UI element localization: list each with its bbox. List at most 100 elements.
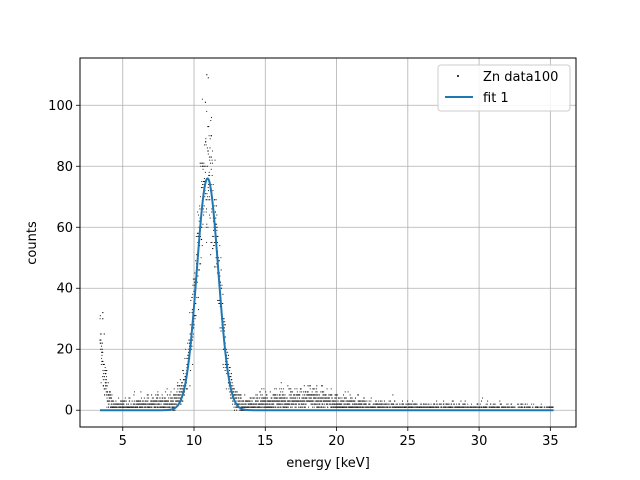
- data-point: [315, 397, 317, 399]
- data-point: [217, 299, 219, 301]
- data-point: [164, 397, 166, 399]
- data-point: [424, 403, 426, 405]
- data-point: [106, 385, 108, 387]
- data-point: [279, 388, 281, 390]
- data-point: [291, 397, 294, 399]
- data-point: [100, 333, 102, 335]
- data-point: [343, 400, 345, 402]
- data-point: [263, 403, 265, 405]
- data-point: [363, 406, 365, 408]
- data-point: [231, 385, 233, 387]
- data-point: [193, 333, 195, 335]
- data-point: [154, 403, 156, 405]
- data-point: [254, 403, 256, 405]
- data-point: [359, 400, 361, 402]
- data-point: [105, 376, 107, 378]
- data-point: [306, 397, 308, 399]
- data-point: [526, 403, 528, 405]
- data-point: [331, 406, 333, 408]
- data-point: [301, 397, 303, 399]
- data-point: [202, 223, 204, 225]
- data-point: [227, 351, 229, 353]
- data-point: [237, 394, 240, 396]
- data-point: [197, 211, 199, 213]
- data-point: [452, 400, 454, 402]
- data-point: [296, 391, 298, 393]
- data-point: [291, 406, 293, 408]
- data-point: [464, 400, 466, 402]
- data-point: [157, 406, 159, 408]
- data-point: [552, 406, 554, 408]
- data-point: [145, 400, 147, 402]
- data-point: [266, 394, 268, 396]
- data-point: [485, 403, 487, 405]
- y-tick-label: 100: [48, 99, 73, 114]
- data-point: [271, 406, 273, 408]
- data-point: [312, 400, 314, 402]
- data-point: [103, 373, 105, 375]
- data-point: [175, 394, 177, 396]
- data-point: [142, 400, 144, 402]
- data-point: [235, 406, 237, 408]
- data-point: [321, 385, 323, 387]
- data-point: [99, 315, 101, 317]
- data-point: [233, 406, 235, 408]
- data-point: [272, 394, 274, 396]
- data-point: [392, 394, 394, 396]
- data-point: [315, 388, 318, 390]
- data-point: [107, 394, 110, 396]
- data-point: [205, 144, 207, 146]
- data-point: [207, 196, 209, 198]
- data-point: [202, 208, 204, 210]
- data-point: [403, 403, 405, 405]
- data-point: [384, 403, 386, 405]
- data-point: [308, 397, 310, 399]
- data-point: [209, 217, 211, 219]
- data-point: [266, 397, 269, 399]
- data-point: [367, 406, 369, 408]
- data-point: [206, 241, 208, 244]
- data-point: [200, 165, 202, 167]
- data-point: [191, 339, 194, 341]
- data-point: [203, 177, 205, 180]
- data-point: [477, 406, 479, 408]
- data-point: [224, 330, 226, 332]
- data-point: [354, 400, 356, 402]
- data-point: [182, 400, 184, 402]
- data-point: [434, 403, 436, 405]
- data-point: [282, 391, 284, 393]
- data-point: [322, 406, 324, 408]
- data-point: [234, 391, 236, 393]
- data-point: [229, 394, 231, 396]
- data-point: [110, 397, 112, 399]
- data-point: [416, 403, 418, 405]
- data-point: [428, 403, 430, 405]
- data-point: [511, 403, 513, 405]
- data-point: [336, 400, 338, 402]
- data-point: [230, 397, 232, 399]
- data-point: [159, 397, 161, 399]
- data-point: [200, 187, 202, 189]
- data-point: [318, 397, 320, 399]
- data-point: [299, 403, 301, 405]
- data-point: [176, 394, 178, 396]
- data-point: [129, 400, 131, 402]
- data-point: [151, 397, 153, 399]
- legend-label-line: fit 1: [483, 91, 509, 106]
- data-point: [276, 400, 278, 402]
- data-point: [309, 400, 311, 402]
- data-point: [297, 394, 299, 396]
- data-point: [138, 400, 140, 402]
- data-point: [152, 400, 154, 402]
- data-point: [137, 406, 139, 408]
- data-point: [384, 406, 386, 408]
- data-point: [236, 397, 238, 399]
- data-point: [173, 394, 175, 396]
- data-point: [387, 403, 389, 405]
- data-point: [478, 406, 480, 408]
- data-point: [207, 77, 209, 79]
- data-point: [201, 226, 203, 228]
- data-point: [230, 376, 232, 378]
- data-point: [263, 388, 265, 390]
- data-point: [326, 403, 329, 405]
